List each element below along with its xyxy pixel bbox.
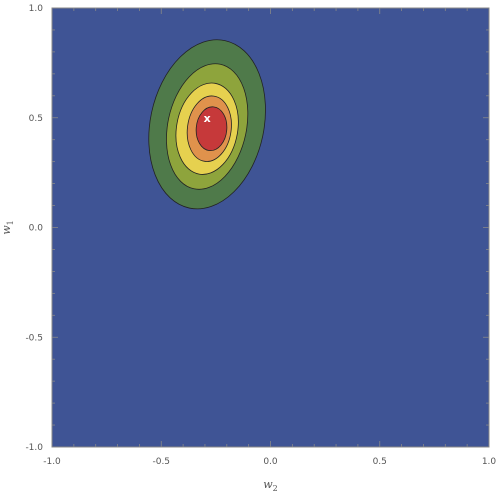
optimum-marker: x xyxy=(204,112,211,125)
axis-ticks xyxy=(51,7,490,448)
x-tick-label: -1.0 xyxy=(43,457,61,467)
y-tick-label: 0.5 xyxy=(29,114,43,124)
contour-layers: x xyxy=(148,39,266,210)
contour-level-5 xyxy=(195,106,228,152)
axis-labels: -1.0 -0.5 0.0 0.5 1.0 -1.0 -0.5 0.0 0.5 1.0 w2 w1 xyxy=(0,4,496,493)
x-tick-label: 1.0 xyxy=(482,457,497,467)
x-tick-label: -0.5 xyxy=(152,457,170,467)
y-tick-label: -1.0 xyxy=(25,443,43,453)
x-axis-label: w2 xyxy=(263,478,278,493)
y-axis-label: w1 xyxy=(0,220,15,235)
plot-background xyxy=(52,8,489,447)
y-tick-label: 0.0 xyxy=(29,224,44,234)
x-tick-label: 0.5 xyxy=(373,457,387,467)
x-tick-label: 0.0 xyxy=(263,457,278,467)
plot-frame xyxy=(51,7,490,448)
y-tick-label: 1.0 xyxy=(29,4,44,14)
y-tick-label: -0.5 xyxy=(25,333,43,343)
